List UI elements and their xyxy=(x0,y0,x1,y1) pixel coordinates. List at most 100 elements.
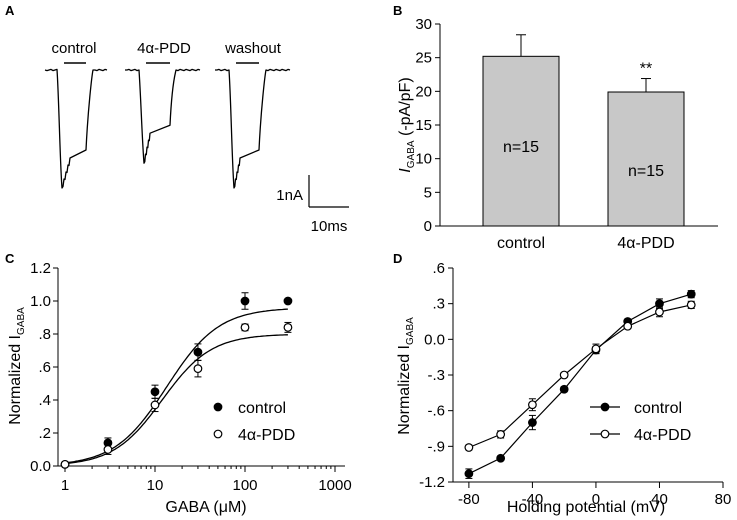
d-data-points xyxy=(464,289,696,479)
d-data-point xyxy=(686,289,696,299)
d-series-lines xyxy=(468,293,692,475)
d-x-tick-label: 0 xyxy=(592,491,600,508)
c-x-tick-label: 100 xyxy=(232,477,257,494)
c-legend-marker xyxy=(213,402,223,412)
c-data-point xyxy=(150,400,160,410)
b-y-tick-label: 5 xyxy=(424,184,432,201)
d-data-point xyxy=(655,307,664,317)
panel-b-bar-chart: 0 5 10 15 20 25 30 n=15 n=15 ** control 4α-PDD IG… xyxy=(397,16,718,252)
d-data-point xyxy=(496,430,506,439)
b-y-tick-label: 10 xyxy=(415,151,432,168)
c-y-tick-label: 1.0 xyxy=(30,293,51,310)
d-legend-marker xyxy=(600,402,610,412)
b-bar xyxy=(607,91,685,227)
d-legend-marker xyxy=(600,429,610,439)
c-data-point xyxy=(103,445,113,454)
d-data-point xyxy=(464,469,474,479)
d-data-point xyxy=(655,299,664,309)
current-trace xyxy=(44,68,108,189)
b-significance-label: ** xyxy=(640,61,652,78)
b-bar-n-label: n=15 xyxy=(628,163,664,180)
b-y-tick-label: 30 xyxy=(415,16,432,33)
scale-label-current: 1nA xyxy=(276,187,303,204)
b-y-ticks: 0 5 10 15 20 25 30 xyxy=(415,16,440,235)
d-x-tick-label: 80 xyxy=(715,491,732,508)
b-y-tick-label: 15 xyxy=(415,117,432,134)
d-x-tick-label: 40 xyxy=(651,491,668,508)
d-data-point xyxy=(686,300,696,310)
d-data-point xyxy=(464,443,474,452)
c-data-point xyxy=(283,323,293,332)
d-data-point xyxy=(591,344,601,354)
d-legend-label: 4α-PDD xyxy=(634,427,691,444)
c-data-point xyxy=(60,459,70,469)
c-legend-marker xyxy=(213,429,223,439)
c-legend-label: 4α-PDD xyxy=(238,427,295,444)
c-data-points xyxy=(60,292,293,469)
c-x-axis-label: GABA (μM) xyxy=(165,499,246,516)
c-data-point xyxy=(283,296,293,306)
panel-letter-d: D xyxy=(393,251,402,266)
b-y-label-rest: (-pA/pF) xyxy=(397,77,414,140)
d-y-tick-label: -.3 xyxy=(427,367,445,384)
panel-letter-a: A xyxy=(5,3,15,18)
b-bar xyxy=(482,55,560,227)
d-series-line xyxy=(468,293,692,475)
trace-label-control: control xyxy=(51,40,96,57)
b-bar-n-label: n=15 xyxy=(503,139,539,156)
b-category-label: control xyxy=(497,235,545,252)
panel-letter-b: B xyxy=(393,3,402,18)
b-y-tick-label: 20 xyxy=(415,83,432,100)
c-y-tick-label: .6 xyxy=(38,359,51,376)
b-y-label-sub: GABA xyxy=(406,140,417,168)
d-y-tick-label: -.6 xyxy=(427,403,445,420)
c-y-label-main: Normalized I xyxy=(7,335,24,425)
c-legend: control 4α-PDD xyxy=(213,400,295,444)
b-y-tick-label: 25 xyxy=(415,50,432,67)
d-axes xyxy=(452,268,723,483)
c-y-tick-label: .4 xyxy=(38,392,51,409)
c-fit-curve xyxy=(64,334,288,465)
b-category-labels: control 4α-PDD xyxy=(497,235,675,252)
d-x-tick-label: -40 xyxy=(522,491,544,508)
c-x-tick-label: 1 xyxy=(61,477,69,494)
d-data-point xyxy=(623,321,633,331)
d-data-point xyxy=(496,453,506,463)
b-category-label: 4α-PDD xyxy=(617,235,674,252)
c-data-point xyxy=(240,323,250,332)
d-data-point xyxy=(528,400,537,410)
c-x-tick-label: 1000 xyxy=(318,477,351,494)
c-x-tick-label: 10 xyxy=(147,477,164,494)
d-y-tick-label: -.9 xyxy=(427,438,445,455)
b-y-label-main: I xyxy=(397,168,414,173)
c-y-tick-label: .8 xyxy=(38,326,51,343)
c-y-tick-label: .2 xyxy=(38,425,51,442)
c-data-point xyxy=(193,364,203,374)
c-y-axis-label: Normalized IGABA xyxy=(7,307,27,425)
b-bars: n=15 n=15 ** xyxy=(482,34,685,227)
trace-label-washout: washout xyxy=(224,40,282,57)
d-y-axis-label: Normalized IGABA xyxy=(396,317,416,435)
d-legend: control 4α-PDD xyxy=(590,400,691,444)
c-data-point xyxy=(240,296,250,306)
d-legend-label: control xyxy=(634,400,682,417)
panel-a-traces: control 4α-PDD washout 1nA 10ms xyxy=(44,40,349,235)
d-y-tick-label: -1.2 xyxy=(419,474,445,491)
c-y-tick-label: 1.2 xyxy=(30,260,51,277)
panel-c-dose-response: 0.0 .2 .4 .6 .8 1.0 1.2 1 10 100 1000 control 4α-PD… xyxy=(7,260,352,516)
c-ticks: 0.0 .2 .4 .6 .8 1.0 1.2 1 10 100 1000 xyxy=(30,260,352,494)
d-ticks: -1.2 -.9 -.6 -.3 0.0 .3 .6 -80 -40 0 40 80 xyxy=(419,260,731,508)
c-legend-label: control xyxy=(238,400,286,417)
d-series-line xyxy=(468,304,692,449)
c-fit-curves xyxy=(64,308,288,465)
c-y-label-sub: GABA xyxy=(16,307,27,335)
b-y-axis-label: IGABA (-pA/pF) xyxy=(397,77,417,172)
scale-label-time: 10ms xyxy=(311,218,348,235)
c-data-point xyxy=(150,387,160,397)
d-y-tick-label: 0.0 xyxy=(424,331,445,348)
panel-letter-c: C xyxy=(5,251,15,266)
d-y-label-sub: GABA xyxy=(405,317,416,345)
c-y-tick-label: 0.0 xyxy=(30,458,51,475)
d-data-point xyxy=(559,370,569,380)
